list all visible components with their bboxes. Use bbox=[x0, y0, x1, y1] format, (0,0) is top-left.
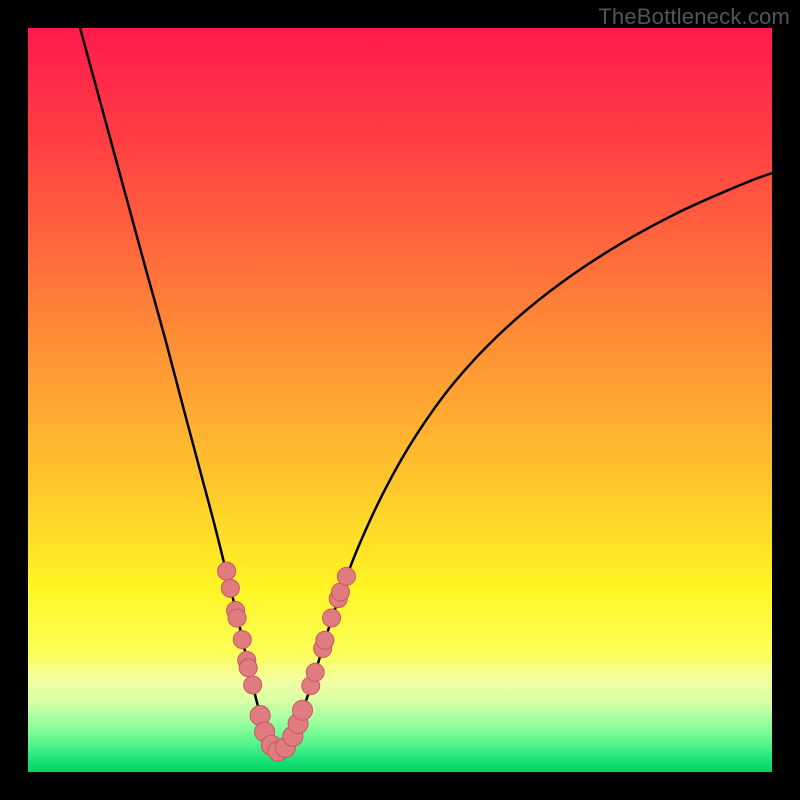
curve-marker bbox=[244, 676, 262, 694]
curve-marker bbox=[323, 609, 341, 627]
curve-marker bbox=[221, 579, 239, 597]
curve-marker bbox=[337, 567, 355, 585]
curve-marker bbox=[239, 659, 257, 677]
watermark-text: TheBottleneck.com bbox=[598, 4, 790, 30]
curve-marker bbox=[316, 631, 334, 649]
chart-container: TheBottleneck.com bbox=[0, 0, 800, 800]
curve-marker bbox=[293, 700, 313, 720]
curve-marker bbox=[228, 609, 246, 627]
plot-gradient-background bbox=[28, 28, 772, 772]
bottleneck-curve-chart bbox=[0, 0, 800, 800]
curve-marker bbox=[306, 663, 324, 681]
curve-marker bbox=[218, 562, 236, 580]
curve-marker bbox=[233, 631, 251, 649]
